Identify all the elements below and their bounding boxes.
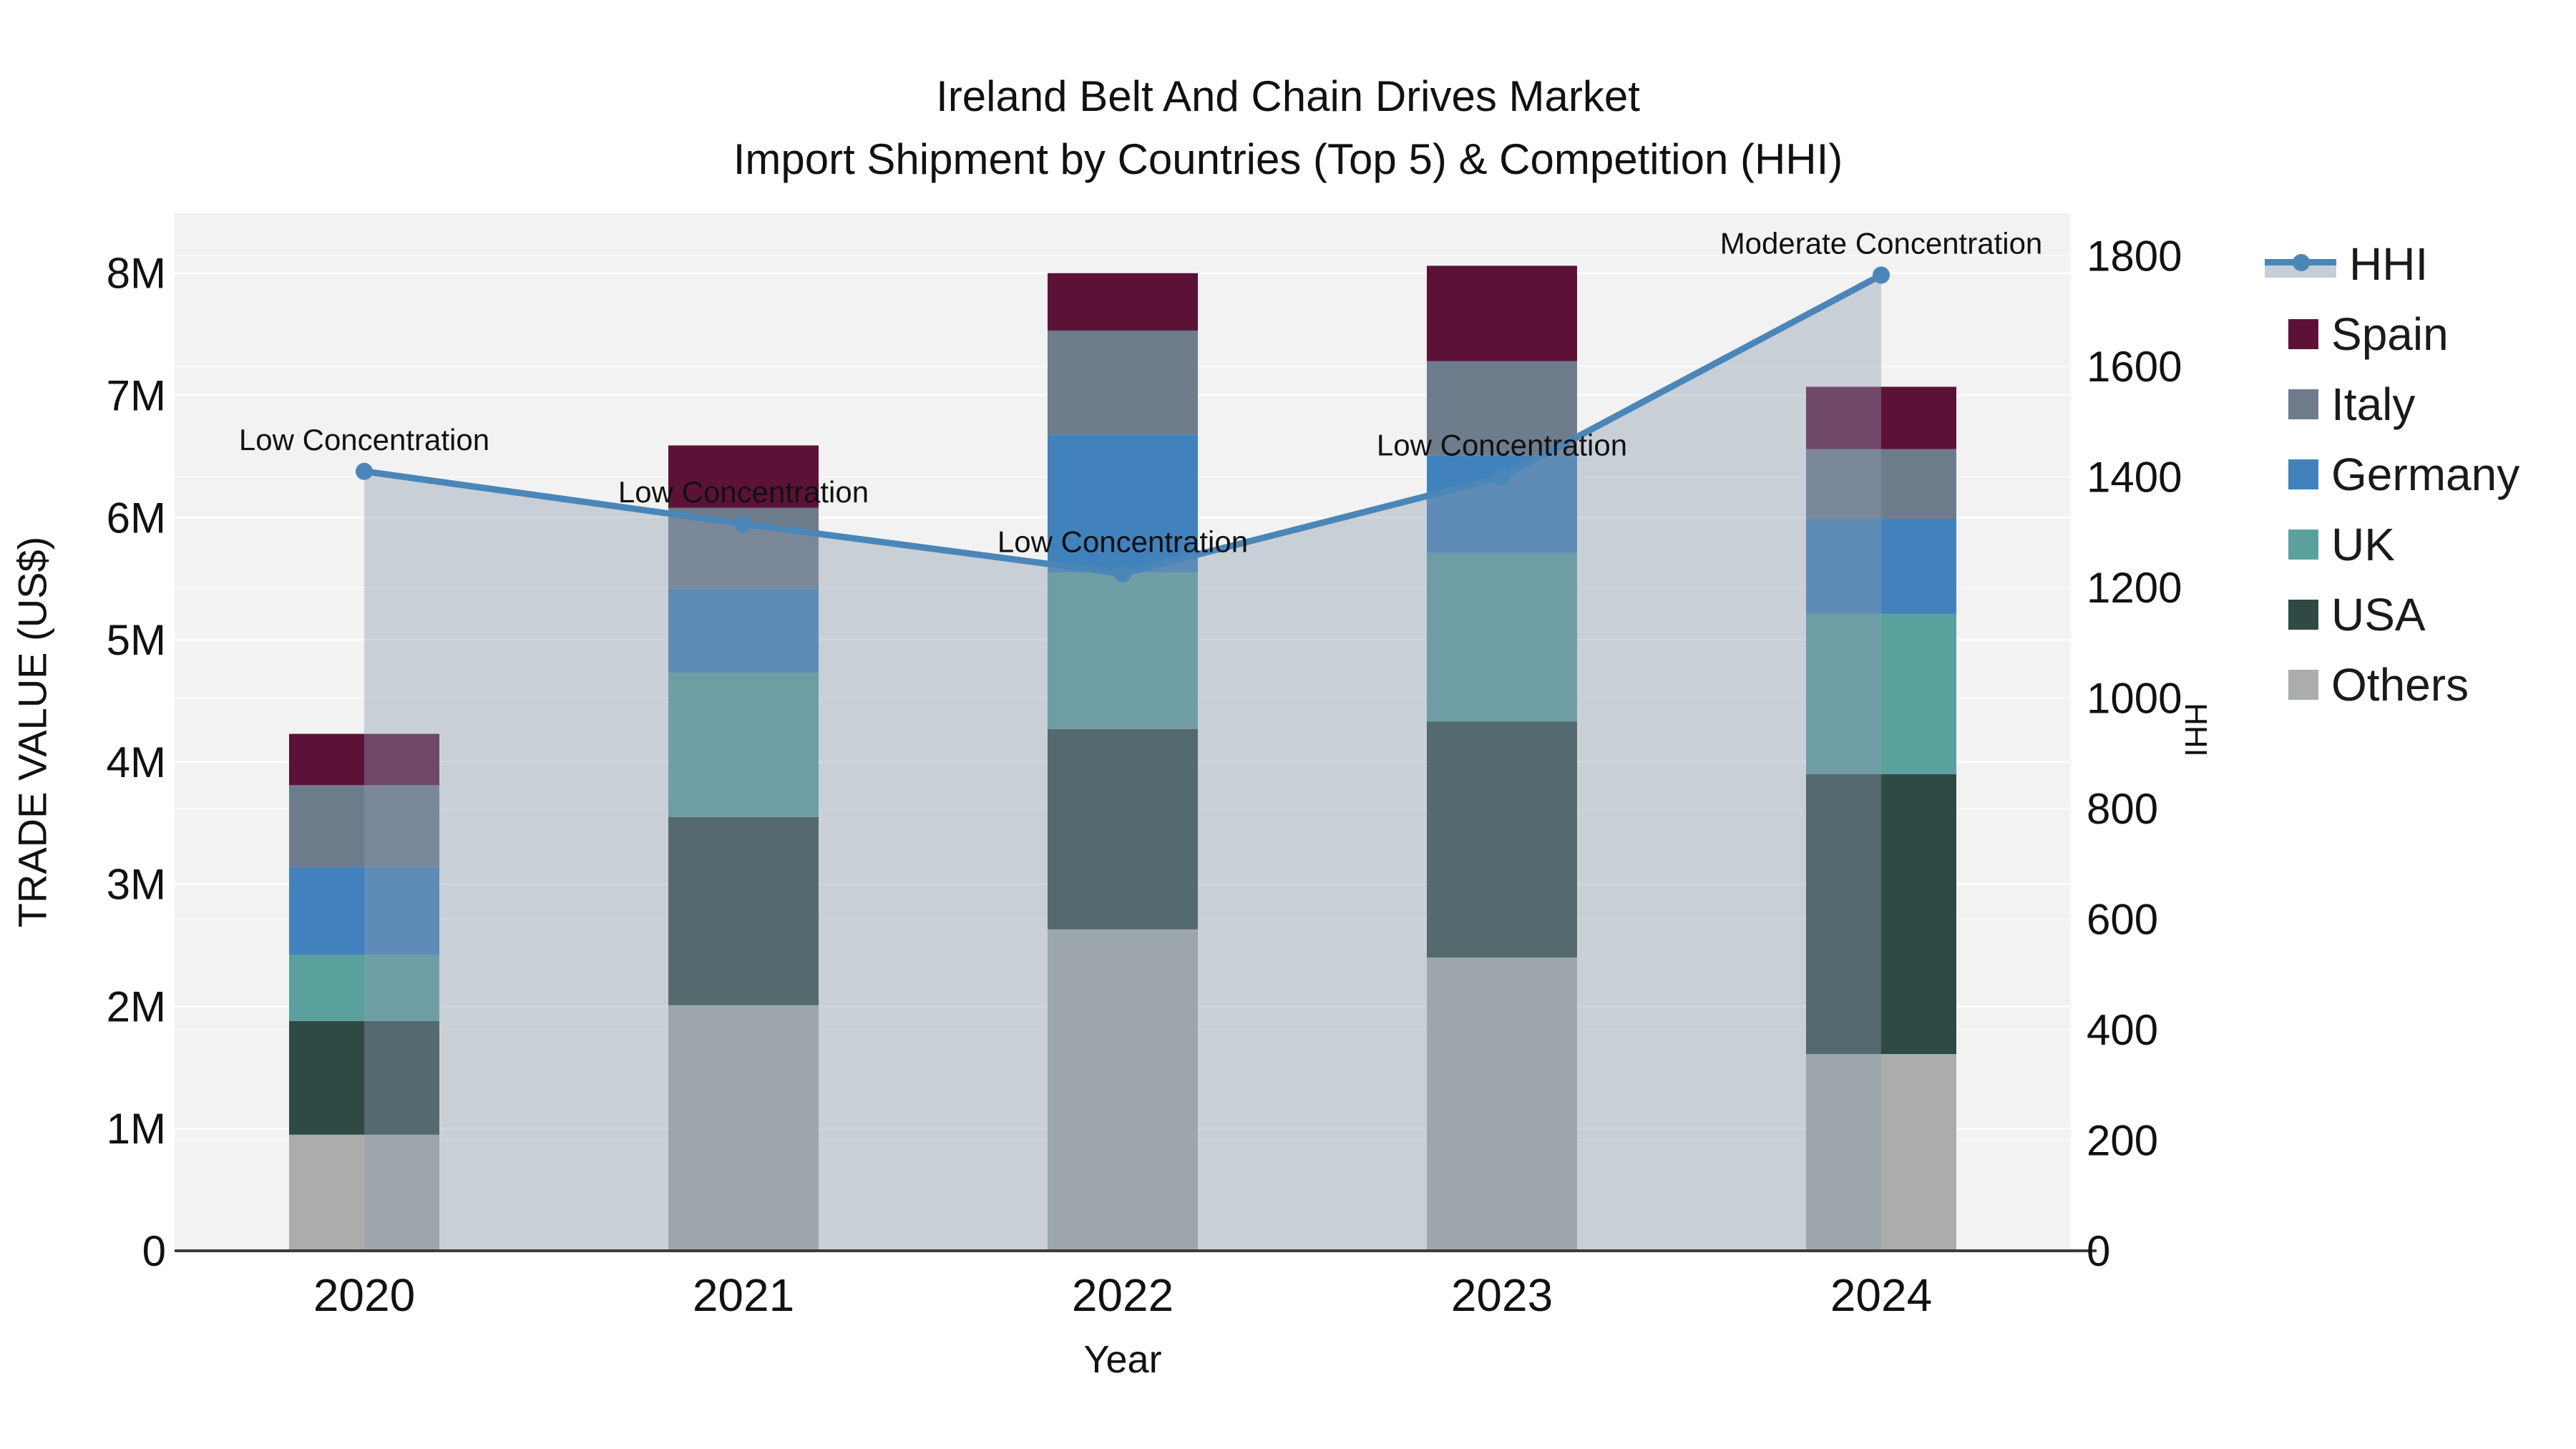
bar-segment-italy-2020[interactable] xyxy=(289,785,439,867)
y-left-tick-6M: 6M xyxy=(107,494,166,542)
hhi-marker-2020[interactable] xyxy=(356,462,373,480)
x-tick-2024: 2024 xyxy=(1830,1269,1932,1321)
bar-segment-others-2023[interactable] xyxy=(1427,957,1577,1251)
hhi-marker-2022[interactable] xyxy=(1114,565,1131,582)
bar-segment-spain-2024[interactable] xyxy=(1806,386,1956,449)
annotation-2020: Low Concentration xyxy=(239,423,489,457)
bar-segment-germany-2022[interactable] xyxy=(1048,434,1198,573)
bar-segment-uk-2021[interactable] xyxy=(668,673,819,817)
bar-segment-germany-2024[interactable] xyxy=(1806,518,1956,615)
bar-segment-spain-2022[interactable] xyxy=(1048,273,1198,331)
y-left-tick-8M: 8M xyxy=(107,250,166,298)
y-right-tick-0: 0 xyxy=(2087,1227,2110,1275)
legend-swatch-icon xyxy=(2288,600,2318,630)
legend-label: Germany xyxy=(2331,449,2520,500)
x-tick-2022: 2022 xyxy=(1072,1269,1174,1321)
bar-segment-usa-2020[interactable] xyxy=(289,1020,439,1135)
legend-item-germany[interactable]: Germany xyxy=(2265,449,2520,500)
chart-title-line1: Ireland Belt And Chain Drives Market xyxy=(936,72,1640,120)
y-right-tick-600: 600 xyxy=(2087,895,2158,943)
bar-segment-others-2020[interactable] xyxy=(289,1134,439,1251)
legend-label: Others xyxy=(2331,659,2469,711)
bar-segment-italy-2022[interactable] xyxy=(1048,330,1198,435)
y-left-tick-7M: 7M xyxy=(107,371,166,419)
bar-segment-usa-2022[interactable] xyxy=(1048,728,1198,930)
legend-item-hhi[interactable]: HHI xyxy=(2265,238,2429,290)
y-right-tick-800: 800 xyxy=(2087,785,2158,833)
y-right-tick-1200: 1200 xyxy=(2087,564,2182,612)
legend-swatch-icon xyxy=(2288,530,2318,560)
hhi-marker-2023[interactable] xyxy=(1493,468,1511,486)
annotation-2022: Low Concentration xyxy=(997,525,1248,559)
bar-segment-spain-2021[interactable] xyxy=(668,445,819,508)
legend-swatch-icon xyxy=(2288,319,2318,349)
bar-segment-usa-2021[interactable] xyxy=(668,816,819,1005)
y-axis-title-left: TRADE VALUE (US$) xyxy=(9,536,55,928)
annotation-2021: Low Concentration xyxy=(618,475,869,509)
chart-title-line2: Import Shipment by Countries (Top 5) & C… xyxy=(733,135,1843,183)
y-left-tick-5M: 5M xyxy=(107,616,166,664)
y-axis-title-right: HHI xyxy=(2178,703,2213,757)
bar-segment-italy-2023[interactable] xyxy=(1427,361,1577,456)
y-left-tick-0: 0 xyxy=(142,1227,166,1275)
legend-item-uk[interactable]: UK xyxy=(2265,519,2395,570)
x-tick-2021: 2021 xyxy=(693,1269,794,1321)
hhi-area-fill xyxy=(364,275,1881,1252)
bar-segment-others-2022[interactable] xyxy=(1048,929,1198,1251)
y-right-tick-1400: 1400 xyxy=(2087,453,2182,501)
legend-swatch-icon xyxy=(2288,389,2318,419)
bar-segment-others-2021[interactable] xyxy=(668,1005,819,1251)
bar-segment-germany-2020[interactable] xyxy=(289,867,439,955)
bar-segment-uk-2024[interactable] xyxy=(1806,614,1956,774)
legend-item-italy[interactable]: Italy xyxy=(2265,379,2416,430)
legend-item-spain[interactable]: Spain xyxy=(2265,308,2449,360)
y-right-tick-1800: 1800 xyxy=(2087,232,2182,280)
bar-segment-germany-2021[interactable] xyxy=(668,588,819,673)
bar-segment-spain-2023[interactable] xyxy=(1427,265,1577,361)
legend-item-others[interactable]: Others xyxy=(2265,659,2469,711)
bar-segment-uk-2022[interactable] xyxy=(1048,572,1198,729)
annotation-2023: Low Concentration xyxy=(1377,428,1627,462)
x-tick-2023: 2023 xyxy=(1451,1269,1553,1321)
y-left-tick-4M: 4M xyxy=(107,738,166,786)
x-tick-2020: 2020 xyxy=(313,1269,415,1321)
legend-label: Spain xyxy=(2331,308,2449,360)
legend-item-usa[interactable]: USA xyxy=(2265,589,2426,640)
bar-segment-spain-2020[interactable] xyxy=(289,733,439,786)
legend-label: USA xyxy=(2331,589,2426,640)
bar-segment-uk-2020[interactable] xyxy=(289,955,439,1021)
legend-label: HHI xyxy=(2349,238,2429,290)
y-right-tick-1600: 1600 xyxy=(2087,343,2182,391)
y-right-tick-1000: 1000 xyxy=(2087,674,2182,722)
y-right-tick-200: 200 xyxy=(2087,1116,2158,1164)
y-left-tick-1M: 1M xyxy=(107,1105,166,1153)
y-left-tick-3M: 3M xyxy=(107,861,166,909)
bar-segment-usa-2024[interactable] xyxy=(1806,774,1956,1055)
annotation-2024: Moderate Concentration xyxy=(1720,227,2043,260)
y-right-tick-400: 400 xyxy=(2087,1006,2158,1054)
y-left-tick-2M: 2M xyxy=(107,982,166,1030)
hhi-marker-2021[interactable] xyxy=(735,515,752,533)
legend-label: Italy xyxy=(2331,379,2416,430)
legend-swatch-icon xyxy=(2288,670,2318,700)
bar-segment-italy-2024[interactable] xyxy=(1806,449,1956,519)
hhi-line-swatch-icon xyxy=(2265,246,2336,282)
hhi-marker-2024[interactable] xyxy=(1873,266,1890,284)
bar-segment-uk-2023[interactable] xyxy=(1427,552,1577,722)
legend-swatch-icon xyxy=(2288,459,2318,489)
x-axis-title: Year xyxy=(1083,1338,1162,1381)
legend-label: UK xyxy=(2331,519,2395,570)
bar-segment-others-2024[interactable] xyxy=(1806,1054,1956,1251)
bar-segment-usa-2023[interactable] xyxy=(1427,721,1577,958)
